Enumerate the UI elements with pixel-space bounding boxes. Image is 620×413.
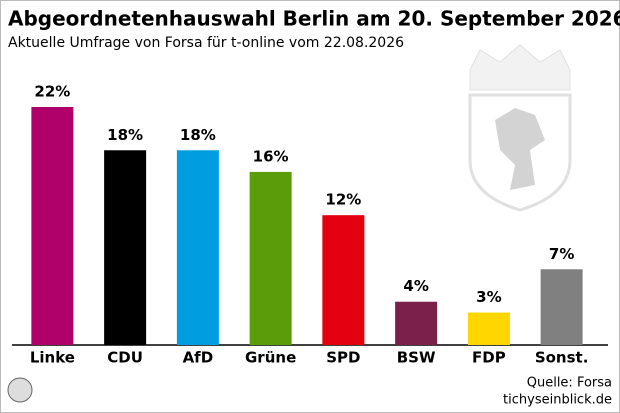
- value-label: 12%: [325, 191, 361, 209]
- publisher: tichyseinblick.de: [503, 393, 612, 408]
- x-tick-label: Sonst.: [535, 349, 589, 367]
- bar: [540, 269, 583, 345]
- bar: [322, 215, 365, 345]
- bar: [467, 312, 510, 345]
- value-label: 22%: [34, 83, 70, 101]
- chart-subtitle: Aktuelle Umfrage von Forsa für t-online …: [8, 35, 404, 51]
- x-tick-label: CDU: [107, 349, 143, 367]
- value-label: 18%: [107, 126, 143, 144]
- x-tick-label: Grüne: [245, 349, 296, 367]
- x-tick-label: AfD: [183, 349, 214, 367]
- bar: [104, 150, 147, 345]
- source: Quelle: Forsa: [527, 376, 612, 391]
- x-tick-label: FDP: [472, 349, 506, 367]
- logo: [7, 377, 33, 403]
- x-tick-label: Linke: [30, 349, 75, 367]
- value-label: 18%: [180, 126, 216, 144]
- bar: [249, 171, 292, 345]
- bar: [31, 107, 74, 345]
- coat-of-arms: [468, 44, 572, 212]
- chart-title: Abgeordnetenhauswahl Berlin am 20. Septe…: [8, 7, 620, 31]
- bar: [176, 150, 219, 345]
- value-label: 7%: [549, 245, 574, 263]
- value-label: 4%: [403, 277, 428, 295]
- value-label: 16%: [253, 147, 289, 165]
- x-tick-label: BSW: [397, 349, 436, 367]
- value-label: 3%: [476, 288, 501, 306]
- bar: [395, 301, 438, 345]
- x-tick-label: SPD: [326, 349, 360, 367]
